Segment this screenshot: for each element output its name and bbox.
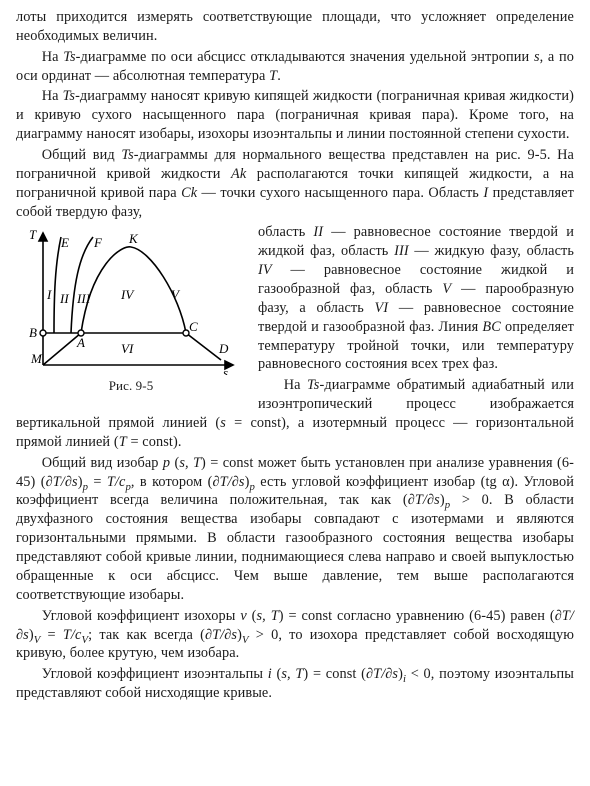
t: — точки сухого насыщенного пара. Область [197,185,483,201]
i: V [442,281,451,297]
para-2: На Ts-диаграмму наносят кривую кипящей ж… [16,87,574,144]
i: Ts [307,377,319,393]
i: T [119,434,127,450]
i: ∂T/∂s [46,474,78,490]
figure-9-5: T s E F K B A C D M I II III IV V VI Рис… [16,225,246,394]
t: = const). [127,434,182,450]
i: IV [258,262,272,278]
i: T [269,68,277,84]
t: > 0. В области двухфазного состояния вещ… [16,492,574,602]
i: Ts [121,147,133,163]
para-6: Угловой коэффициент изохоры v (s, T) = c… [16,607,574,664]
i: s, T [281,666,303,682]
t: ; так как всегда ( [88,627,205,643]
lbl-K: K [128,231,139,246]
i: ∂T/∂s [408,492,440,508]
i: Ts [63,49,75,65]
lbl-C: C [189,319,198,334]
t: На [42,49,64,65]
t: Угловой коэффициент изохоры [42,608,241,624]
ts-diagram-svg: T s E F K B A C D M I II III IV V VI [21,225,241,375]
lbl-V: V [171,287,181,302]
t: ( [170,455,179,471]
t: , в котором ( [131,474,213,490]
t: = [88,474,107,490]
lbl-VI: VI [121,341,134,356]
i: Ts [63,88,75,104]
t: = [40,627,63,643]
t: — жидкую фазу, область [409,243,574,259]
lbl-A: A [76,335,85,350]
i: ∂T/∂s [212,474,244,490]
lbl-B: B [29,325,37,340]
t: Общий вид изобар [42,455,163,471]
t: ) = const ( [303,666,366,682]
t: ( [247,608,257,624]
figure-caption: Рис. 9-5 [16,377,246,394]
lbl-M: M [30,351,43,366]
lbl-F: F [93,235,103,250]
i: VI [375,300,389,316]
lbl-IV: IV [120,287,135,302]
i: s, T [257,608,279,624]
axis-s: s [223,365,228,375]
i: ∂T/∂s [366,666,398,682]
i: II [313,224,323,240]
para-3-lead: Общий вид Ts-диаграммы для нормального в… [16,146,574,221]
para-0: лоты приходится измерять соответствующие… [16,8,574,46]
t: -диаграмму наносят кривую кипящей жидкос… [16,88,574,142]
i: ∂T/∂s [205,627,237,643]
t: область [258,224,313,240]
t: На [284,377,307,393]
t: ( [272,666,282,682]
lbl-III: III [76,291,91,306]
lbl-II: II [59,291,69,306]
i: s, T [179,455,201,471]
para-7: Угловой коэффициент изоэнтальпы i (s, T)… [16,665,574,703]
t: Общий вид [42,147,122,163]
t: Угловой коэффициент изоэнтальпы [42,666,268,682]
t: На [42,88,63,104]
lbl-E: E [60,235,69,250]
lbl-D: D [218,341,229,356]
sub: V [242,633,249,645]
i: BC [482,319,500,335]
axis-T: T [29,227,37,242]
i: Ck [181,185,197,201]
t: ) = const согласно уравнению (6-45) раве… [279,608,555,624]
i: Ak [231,166,246,182]
lbl-I: I [46,287,52,302]
i: III [394,243,409,259]
t: . [277,68,281,84]
i: T/c [63,627,82,643]
para-1: На Ts-диаграмме по оси абсцисс откладыва… [16,48,574,86]
i: T/c [107,474,126,490]
t: -диаграмме по оси абсцисс откладываются … [76,49,534,65]
para-5: Общий вид изобар p (s, T) = const может … [16,454,574,605]
